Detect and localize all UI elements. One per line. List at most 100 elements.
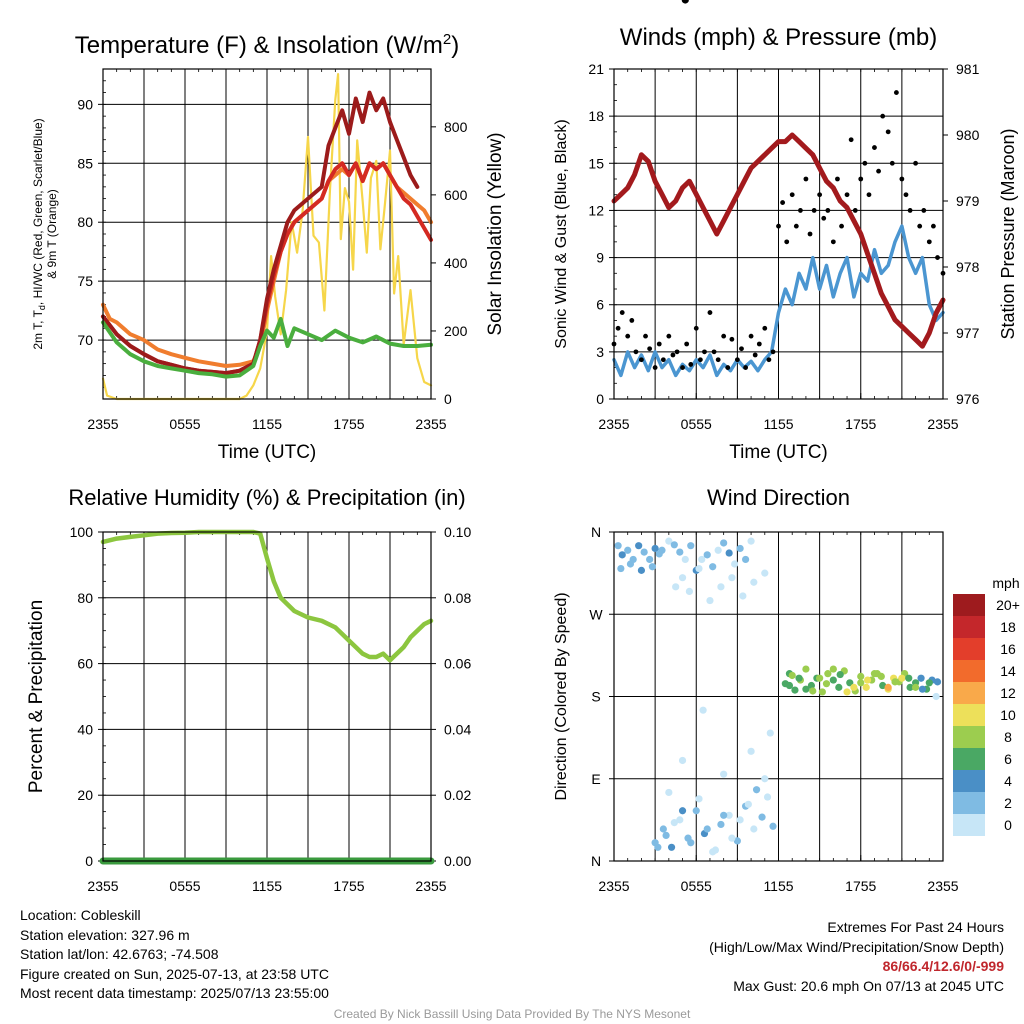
direction-point: [672, 583, 680, 591]
gust-point: [625, 333, 631, 339]
gust-point: [674, 349, 680, 355]
series-line: [101, 90, 420, 376]
y-axis-label-left: 2m T, Td, HI/WC (Red, Green, Scarlet/Blu…: [31, 118, 47, 349]
direction-point: [617, 564, 625, 573]
gust-point: [907, 208, 913, 213]
direction-point: [898, 674, 906, 682]
x-tick-label: 2355: [927, 416, 958, 432]
y-axis-label-right: Solar Insolation (Yellow): [485, 132, 506, 335]
direction-point: [681, 555, 689, 564]
legend-label: 12: [1000, 685, 1016, 701]
y-tick-label-left: 80: [77, 214, 93, 230]
direction-point: [879, 681, 887, 690]
pressure-line: [611, 132, 946, 349]
direction-point: [709, 563, 717, 571]
gust-point: [885, 129, 891, 135]
legend-swatch: [953, 616, 985, 638]
direction-point: [884, 683, 892, 691]
gust-point: [707, 310, 713, 315]
legend-label: 16: [1000, 641, 1016, 657]
y-tick-label-left: 85: [77, 155, 93, 171]
y-tick-label-right: 0.04: [444, 721, 471, 737]
legend-swatch: [953, 770, 985, 792]
legend-swatch: [953, 814, 985, 836]
max-gust: Max Gust: 20.6 mph On 07/13 at 2045 UTC: [733, 977, 1004, 994]
gust-point: [807, 231, 813, 237]
direction-point: [670, 819, 678, 827]
gust-point: [825, 208, 831, 213]
direction-point: [624, 546, 632, 554]
x-tick-label: 1155: [252, 878, 282, 894]
direction-point: [678, 574, 687, 582]
y-tick-label-left: 80: [77, 590, 93, 606]
gust-point: [835, 176, 840, 182]
plot-frame: [102, 531, 432, 862]
y-tick-label-left: 12: [588, 202, 604, 218]
legend-swatch: [953, 660, 985, 682]
direction-point: [918, 685, 927, 693]
gust-point: [711, 349, 717, 355]
x-tick-label: 1155: [763, 878, 793, 894]
gust-point: [756, 341, 762, 347]
extremes-title: Extremes For Past 24 Hours: [827, 919, 1004, 935]
x-tick-label: 0555: [169, 878, 200, 894]
gust-point: [862, 160, 868, 166]
y-tick-label-right: 200: [444, 323, 468, 339]
gust-point: [803, 176, 809, 182]
gust-point: [702, 349, 707, 355]
x-tick-label: 2355: [87, 416, 118, 432]
direction-point: [667, 843, 676, 851]
direction-point: [816, 674, 824, 682]
y-tick-label-left: 3: [596, 344, 604, 360]
direction-point: [714, 546, 722, 554]
gust-point: [848, 137, 854, 143]
legend-swatch: [953, 638, 985, 660]
y-tick-label-left: 60: [77, 656, 93, 672]
gust-point: [903, 192, 909, 198]
y-tick-label-left: E: [591, 771, 600, 787]
direction-point: [665, 788, 673, 797]
direction-point: [747, 747, 755, 755]
gust-point: [762, 325, 768, 331]
direction-point: [706, 596, 714, 605]
legend-label: 20+: [996, 597, 1020, 613]
gust-point: [743, 365, 748, 370]
station-elevation: Station elevation: 327.96 m: [20, 926, 190, 943]
direction-point: [809, 687, 817, 695]
direction-point: [758, 813, 766, 821]
extremes-values: 86/66.4/12.6/0/-999: [882, 958, 1004, 974]
extremes-description: (High/Low/Max Wind/Precipitation/Snow De…: [709, 938, 1004, 955]
series-line: [101, 316, 433, 379]
direction-point: [717, 820, 725, 829]
x-tick-label: 2355: [598, 878, 629, 894]
direction-point: [795, 674, 803, 682]
y-tick-label-right: 980: [956, 127, 980, 143]
direction-point: [933, 678, 942, 686]
gust-point: [652, 365, 658, 370]
direction-point: [791, 686, 799, 694]
y-axis-label-left-line2: & 9m T (Orange): [45, 189, 59, 279]
chart-title: Temperature (F) & Insolation (W/m2): [75, 31, 459, 59]
direction-point: [676, 548, 684, 556]
direction-point: [640, 548, 648, 556]
y-tick-label-left: 0: [596, 391, 604, 407]
gust-point: [852, 208, 858, 213]
plot-frame: [102, 68, 432, 400]
x-tick-label: 1755: [333, 878, 364, 894]
direction-point: [932, 692, 940, 701]
gust-point: [926, 239, 932, 245]
direction-point: [864, 676, 872, 684]
y-tick-label-left: 9: [596, 250, 604, 266]
station-latlon: Station lat/lon: 42.6763; -74.508: [20, 946, 219, 962]
x-tick-label: 0555: [169, 416, 200, 432]
legend-title: mph: [992, 575, 1019, 591]
gust-point: [872, 145, 877, 150]
direction-point: [733, 837, 741, 845]
direction-point: [877, 672, 885, 680]
direction-point: [835, 683, 843, 691]
direction-point: [695, 795, 703, 803]
credit-footer: Created By Nick Bassill Using Data Provi…: [333, 1007, 691, 1021]
gust-point: [784, 239, 790, 245]
plot-frame: [613, 68, 944, 400]
direction-point: [829, 676, 837, 684]
